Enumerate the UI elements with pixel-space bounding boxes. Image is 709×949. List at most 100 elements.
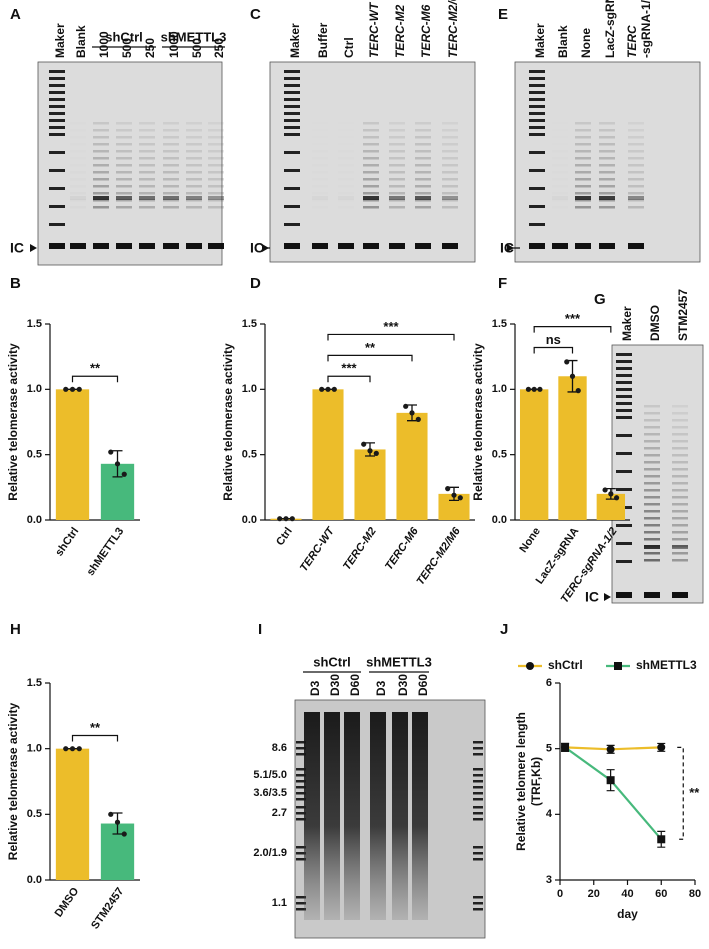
gel-band bbox=[552, 122, 568, 125]
gel-band bbox=[284, 98, 300, 101]
marker bbox=[606, 745, 615, 754]
gel-band bbox=[312, 192, 328, 195]
gel-band bbox=[312, 171, 328, 174]
significance-label: *** bbox=[383, 319, 399, 334]
data-point bbox=[361, 441, 367, 447]
gel-band bbox=[644, 503, 660, 506]
gel-band bbox=[672, 468, 688, 471]
gel-band bbox=[296, 852, 306, 855]
gel-band bbox=[473, 792, 483, 795]
gel-band bbox=[575, 164, 591, 167]
gel-band bbox=[296, 792, 306, 795]
gel-band bbox=[93, 171, 109, 174]
ic-band bbox=[628, 243, 644, 249]
gel-band bbox=[473, 858, 483, 861]
gel-band bbox=[616, 374, 632, 377]
gel-band bbox=[139, 143, 155, 146]
ic-band bbox=[575, 243, 591, 249]
gel-band bbox=[208, 122, 224, 125]
ic-band bbox=[49, 243, 65, 249]
gel-band bbox=[442, 143, 458, 146]
gel-band bbox=[363, 136, 379, 139]
data-point bbox=[289, 516, 295, 522]
gel-band bbox=[116, 171, 132, 174]
gel-band bbox=[49, 169, 65, 172]
gel-image bbox=[37, 61, 223, 266]
gel-band bbox=[296, 798, 306, 801]
data-point bbox=[409, 410, 415, 416]
data-point bbox=[525, 386, 532, 392]
data-point bbox=[108, 449, 114, 455]
significance-label: ** bbox=[689, 785, 700, 800]
gel-band bbox=[616, 416, 632, 419]
gel-band bbox=[296, 846, 306, 849]
lane-label: Maker bbox=[620, 306, 634, 341]
gel-band bbox=[363, 196, 379, 200]
gel-band bbox=[628, 122, 644, 125]
gel-band bbox=[644, 433, 660, 436]
gel-band bbox=[186, 192, 202, 195]
gel-band bbox=[284, 169, 300, 172]
data-point bbox=[457, 495, 463, 501]
gel-band bbox=[312, 164, 328, 167]
data-point bbox=[69, 386, 76, 392]
gel-band bbox=[442, 196, 458, 200]
gel-band bbox=[208, 185, 224, 188]
ic-band bbox=[599, 243, 615, 249]
gel-image bbox=[294, 699, 486, 939]
gel-band bbox=[672, 412, 688, 415]
gel-band bbox=[163, 157, 179, 160]
gel-band bbox=[116, 157, 132, 160]
gel-band bbox=[644, 419, 660, 422]
gel-band bbox=[116, 136, 132, 139]
gel-band bbox=[415, 196, 431, 200]
gel-band bbox=[644, 531, 660, 534]
y-tick-label: 6 bbox=[546, 677, 552, 689]
gel-band bbox=[93, 136, 109, 139]
significance-bracket bbox=[327, 354, 413, 362]
lane-label: 500 bbox=[190, 38, 204, 58]
gel-band bbox=[552, 185, 568, 188]
gel-band bbox=[312, 129, 328, 132]
gel-band bbox=[628, 157, 644, 160]
gel-band bbox=[363, 122, 379, 125]
data-point bbox=[569, 373, 576, 379]
lane-label: 500 bbox=[120, 38, 134, 58]
gel-band bbox=[529, 205, 545, 208]
gel-band bbox=[296, 741, 306, 744]
x-tick-label: Ctrl bbox=[274, 526, 295, 548]
gel-band bbox=[529, 77, 545, 80]
marker bbox=[657, 835, 666, 844]
gel-band bbox=[575, 185, 591, 188]
gel-band bbox=[186, 129, 202, 132]
bar bbox=[55, 389, 90, 520]
gel-band bbox=[338, 192, 354, 195]
gel-band bbox=[208, 164, 224, 167]
gel-band bbox=[616, 488, 632, 491]
gel-band bbox=[296, 908, 306, 911]
gel-band bbox=[644, 517, 660, 520]
data-point bbox=[108, 811, 114, 817]
lane-label: 1000 bbox=[97, 31, 111, 58]
gel-band bbox=[93, 164, 109, 167]
gel-band bbox=[552, 171, 568, 174]
gel-band bbox=[284, 151, 300, 154]
gel-image bbox=[514, 61, 701, 263]
y-tick-label: 0.5 bbox=[27, 808, 42, 820]
lane-label: D3 bbox=[308, 680, 322, 696]
gel-band bbox=[284, 91, 300, 94]
gel-band bbox=[208, 136, 224, 139]
data-point bbox=[114, 461, 121, 467]
ic-band bbox=[616, 592, 632, 598]
gel-band bbox=[599, 196, 615, 200]
gel-band bbox=[93, 122, 109, 125]
gel-band bbox=[529, 112, 545, 115]
x-tick-label: 80 bbox=[689, 888, 701, 900]
lane-label: TERC-WT bbox=[367, 1, 381, 58]
gel-band bbox=[338, 185, 354, 188]
gel-band bbox=[529, 187, 545, 190]
gel-band bbox=[49, 187, 65, 190]
gel-band bbox=[644, 496, 660, 499]
gel-band bbox=[644, 447, 660, 450]
y-tick-label: 1.5 bbox=[27, 318, 42, 330]
